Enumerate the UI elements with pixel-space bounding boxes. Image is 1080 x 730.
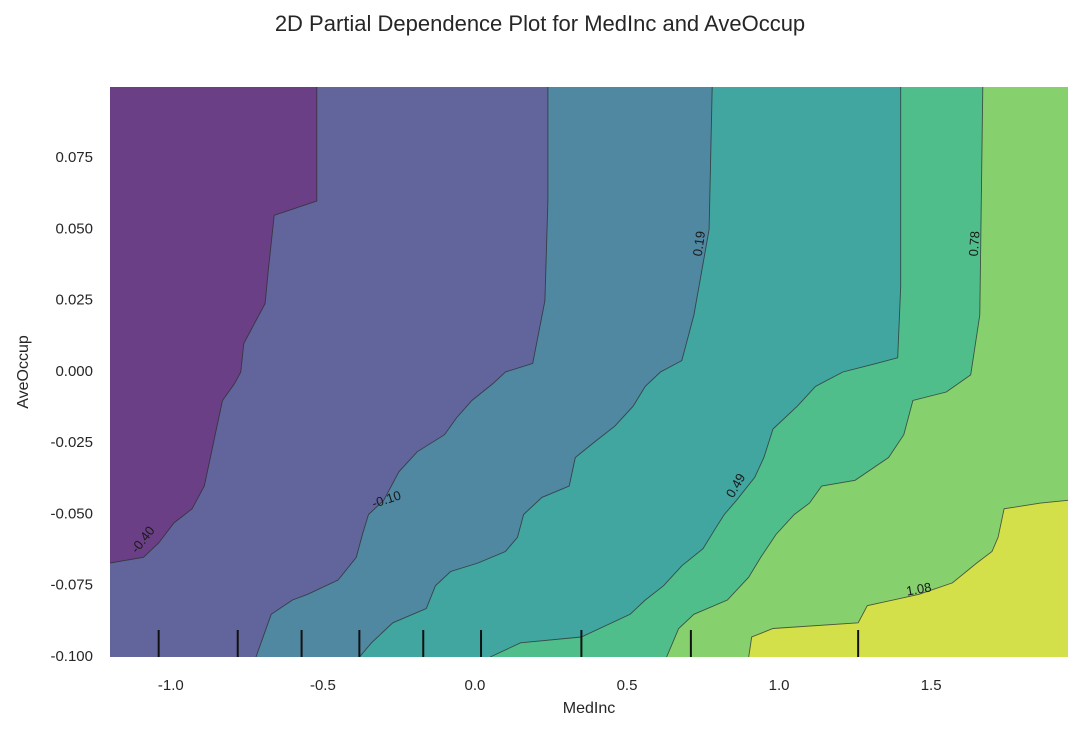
x-tick-label: 1.5 (921, 677, 942, 694)
x-axis-label: MedInc (563, 700, 615, 717)
y-axis-ticks: 0.075 0.050 0.025 0.000 -0.025 -0.050 -0.075 -0… (50, 149, 93, 665)
rug-ticks (157, 630, 860, 657)
x-tick-label: 0.0 (465, 677, 486, 694)
contour-label: 1.08 (905, 579, 933, 598)
x-axis-ticks: -1.0 -0.5 0.0 0.5 1.0 1.5 (158, 677, 942, 694)
contour-label: 0.19 (690, 230, 708, 257)
x-tick-label: 1.0 (769, 677, 790, 694)
contour-label: 0.78 (966, 231, 983, 257)
x-tick-label: -0.5 (310, 677, 336, 694)
y-tick-label: -0.025 (50, 434, 93, 451)
x-tick-label: 0.5 (617, 677, 638, 694)
y-tick-label: 0.000 (55, 363, 93, 380)
y-tick-label: 0.025 (55, 292, 93, 309)
contour-line-1.08 (748, 499, 1068, 657)
contour-line-0.49 (490, 87, 902, 657)
y-tick-label: -0.100 (50, 648, 93, 665)
contour-line-0.19 (359, 87, 713, 657)
contour-band-5 (666, 87, 1068, 657)
y-axis-label: AveOccup (15, 335, 32, 409)
contour-bands (110, 87, 1068, 657)
contour-line--0.1 (255, 87, 549, 657)
y-tick-label: -0.075 (50, 577, 93, 594)
y-tick-label: 0.050 (55, 220, 93, 237)
y-tick-label: 0.075 (55, 149, 93, 166)
contour-band-6 (748, 500, 1068, 657)
contour-line-0.78 (666, 87, 984, 657)
y-tick-label: -0.050 (50, 505, 93, 522)
x-tick-label: -1.0 (158, 677, 184, 694)
contour-lines (110, 87, 1068, 657)
chart-title: 2D Partial Dependence Plot for MedInc an… (274, 11, 806, 36)
contour-line--0.4 (110, 87, 318, 564)
